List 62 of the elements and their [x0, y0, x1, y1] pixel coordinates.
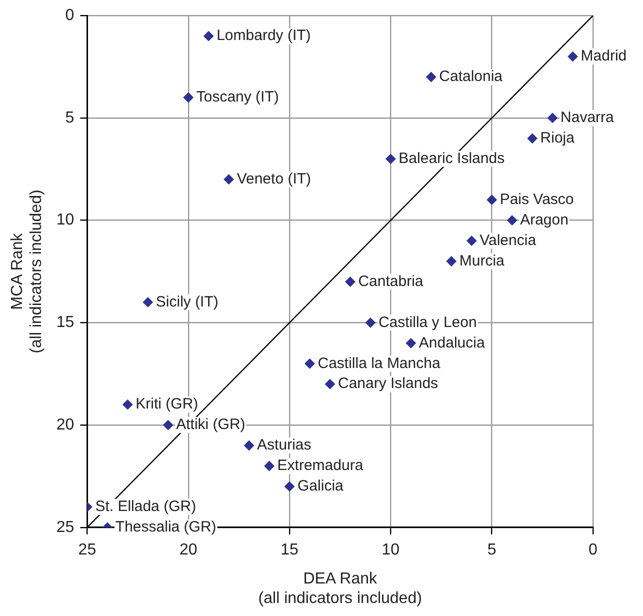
- point: [426, 72, 436, 82]
- point: [345, 276, 356, 287]
- annotation: Valencia: [480, 232, 537, 249]
- point: [142, 297, 153, 308]
- point: [122, 400, 133, 410]
- annotation: Navarra: [560, 109, 615, 126]
- point: [548, 112, 558, 123]
- annotation: Veneto (IT): [236, 170, 312, 188]
- point: [446, 256, 456, 266]
- point: [486, 194, 497, 205]
- annotation: Sicily (IT): [156, 293, 218, 310]
- annotation: Cantabria: [358, 272, 424, 290]
- annotation: Catalonia: [439, 68, 504, 86]
- annotation: Galicia: [298, 478, 344, 495]
- y-tick-label: 25: [56, 518, 74, 536]
- x-tick-label: 5: [487, 541, 496, 558]
- point: [183, 92, 194, 102]
- annotation: Andalucia: [418, 334, 486, 352]
- point: [365, 318, 376, 328]
- point: [224, 174, 234, 184]
- annotation: Thessalia (GR): [115, 518, 216, 536]
- x-tick-label: 20: [179, 541, 198, 558]
- x-tick-label: 10: [382, 541, 400, 558]
- point: [324, 379, 335, 390]
- annotation: Pais Vasco: [500, 190, 574, 208]
- x-tick-label: 15: [280, 541, 299, 558]
- y-axis-title: MCA Rank (all indicators included): [9, 190, 46, 354]
- point: [163, 420, 174, 430]
- y-tick-label: 0: [65, 7, 74, 24]
- annotation: Rioja: [540, 130, 576, 147]
- annotation: Asturias: [257, 436, 312, 454]
- y-tick-label: 20: [56, 416, 74, 434]
- y-tick-label: 15: [56, 314, 74, 332]
- point: [466, 236, 477, 246]
- annotation: Canary Islands: [338, 375, 438, 392]
- annotation: Murcia: [459, 252, 506, 270]
- point: [406, 338, 416, 348]
- annotation: Toscany (IT): [196, 88, 279, 106]
- x-tick-label: 25: [78, 541, 96, 558]
- point: [568, 52, 578, 62]
- annotation: Aragon: [520, 211, 568, 228]
- point: [264, 460, 274, 471]
- annotation: St. Ellada (GR): [95, 498, 196, 516]
- point: [507, 215, 518, 226]
- point: [527, 133, 538, 144]
- annotation: Castilla la Mancha: [318, 354, 441, 372]
- x-axis-title: DEA Rank (all indicators included): [258, 570, 422, 607]
- point: [304, 358, 315, 369]
- x-tick-label: 0: [588, 541, 598, 558]
- y-tick-label: 5: [65, 109, 74, 126]
- annotation: Kriti (GR): [136, 396, 198, 413]
- annotation: Attiki (GR): [176, 416, 246, 434]
- point: [386, 154, 396, 164]
- annotation: Balearic Islands: [398, 150, 505, 168]
- annotation: Castilla y Leon: [378, 314, 477, 331]
- annotation: Extremadura: [277, 457, 364, 474]
- annotation: Madrid: [580, 48, 627, 65]
- point: [284, 481, 295, 492]
- point: [204, 31, 214, 42]
- annotation: Lombardy (IT): [216, 27, 311, 44]
- point: [244, 440, 254, 451]
- y-tick-label: 10: [56, 212, 74, 229]
